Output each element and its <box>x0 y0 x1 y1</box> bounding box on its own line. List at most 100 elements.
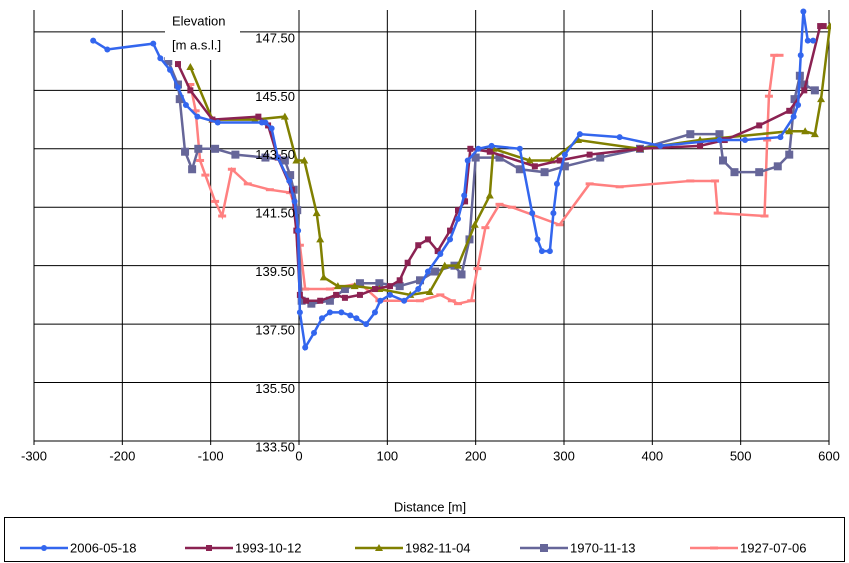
point <box>786 107 793 114</box>
point <box>801 127 810 135</box>
point <box>801 87 808 94</box>
point <box>375 279 384 288</box>
point <box>307 299 316 308</box>
point <box>576 131 583 138</box>
point <box>286 177 293 184</box>
x-title: Distance [m] <box>394 499 466 514</box>
point <box>454 261 462 269</box>
point <box>341 294 348 301</box>
legend-marker <box>540 544 548 552</box>
point <box>338 309 345 316</box>
point <box>467 145 474 152</box>
x-tick-label: -300 <box>21 448 47 463</box>
point <box>415 286 422 293</box>
point <box>157 55 164 62</box>
y-title-box <box>165 10 240 60</box>
y-title: Elevation <box>172 13 225 28</box>
point <box>174 61 181 68</box>
point <box>90 37 97 44</box>
point <box>386 283 393 290</box>
point <box>356 291 363 298</box>
point <box>371 286 378 293</box>
point <box>194 113 201 120</box>
point <box>485 191 494 199</box>
x-tick-label: -100 <box>198 448 224 463</box>
point <box>440 261 449 269</box>
point <box>462 198 469 205</box>
point <box>265 188 274 192</box>
point <box>473 267 482 271</box>
point <box>318 315 325 322</box>
point <box>561 151 568 158</box>
point <box>209 116 216 123</box>
point <box>810 37 817 44</box>
point <box>711 179 720 183</box>
point <box>538 248 545 255</box>
point <box>211 144 220 153</box>
point <box>396 277 403 284</box>
point <box>300 156 309 164</box>
point <box>800 8 807 15</box>
point <box>302 344 309 351</box>
series-line <box>92 11 814 352</box>
point <box>333 291 340 298</box>
point <box>790 113 797 120</box>
point <box>188 165 197 174</box>
point <box>475 145 482 152</box>
point <box>211 199 220 203</box>
point <box>262 119 269 126</box>
point <box>464 157 471 164</box>
point <box>795 101 802 108</box>
point <box>785 150 794 159</box>
point <box>556 157 563 164</box>
point <box>371 309 378 316</box>
point <box>515 165 524 174</box>
point <box>596 153 605 162</box>
point <box>243 182 252 186</box>
point <box>182 101 189 108</box>
point <box>191 109 200 113</box>
point <box>810 130 819 138</box>
y-tick-label: 139.50 <box>255 264 295 279</box>
point <box>291 198 298 205</box>
point <box>175 95 184 104</box>
point <box>416 299 425 303</box>
point <box>817 23 824 30</box>
point <box>301 287 310 291</box>
point <box>555 223 564 227</box>
point <box>187 87 194 94</box>
point <box>531 163 538 170</box>
point <box>280 112 289 120</box>
point <box>455 215 461 222</box>
point <box>454 302 462 306</box>
point <box>326 309 333 316</box>
point <box>150 40 157 47</box>
point <box>255 113 262 120</box>
point <box>516 145 523 152</box>
point <box>455 207 461 214</box>
point <box>775 53 784 57</box>
point <box>316 235 325 243</box>
point <box>686 130 695 139</box>
point <box>461 192 468 199</box>
point <box>167 66 174 73</box>
point <box>585 182 594 186</box>
point <box>325 287 334 291</box>
point <box>657 142 664 149</box>
point <box>295 227 302 234</box>
y-tick-label: 143.50 <box>255 147 295 162</box>
y-tick-label: 133.50 <box>255 439 295 454</box>
point <box>325 296 334 305</box>
point <box>470 220 479 228</box>
point <box>615 185 624 189</box>
point <box>756 122 763 129</box>
series-line <box>189 54 780 305</box>
y-tick-label: 137.50 <box>255 323 295 338</box>
point <box>395 282 404 291</box>
x-tick-label: -200 <box>109 448 135 463</box>
point <box>534 236 541 243</box>
point <box>425 287 434 295</box>
point <box>186 62 195 70</box>
legend-marker <box>206 545 212 551</box>
point <box>194 144 203 153</box>
